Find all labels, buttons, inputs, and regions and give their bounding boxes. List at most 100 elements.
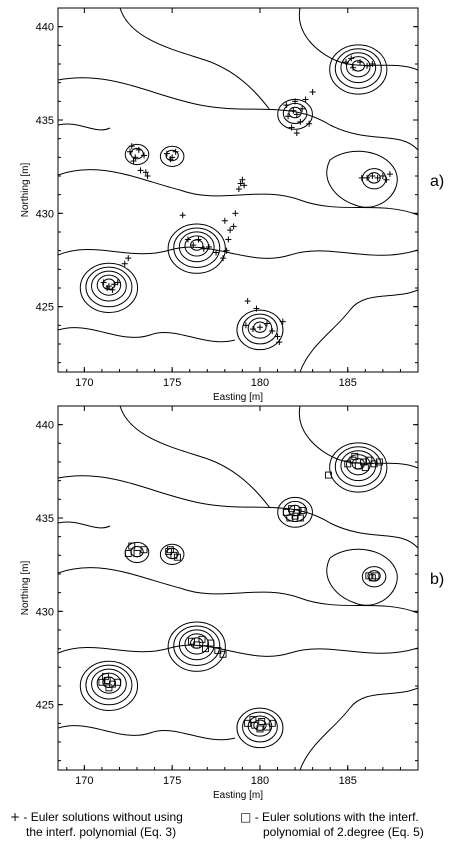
euler-plus-point <box>128 143 135 150</box>
y-tick-label: 425 <box>36 700 54 712</box>
euler-plus-point <box>299 105 306 112</box>
euler-square-point <box>298 507 306 514</box>
euler-plus-point <box>306 120 313 127</box>
euler-plus-point <box>269 327 276 334</box>
euler-square-point <box>188 637 195 645</box>
legend-text-square-line1: - Euler solutions with the interf. <box>254 810 419 824</box>
euler-plus-point <box>127 148 133 155</box>
euler-plus-point <box>379 173 386 179</box>
euler-square-point <box>140 546 148 554</box>
euler-square-point <box>368 574 376 582</box>
euler-plus-point <box>302 96 309 103</box>
euler-plus-point <box>172 148 179 155</box>
euler-plus-point <box>239 176 246 183</box>
euler-square-point <box>361 464 369 472</box>
euler-square-point <box>365 456 373 464</box>
euler-square-point <box>166 546 174 554</box>
euler-square-point <box>375 458 383 466</box>
euler-square-point <box>354 462 362 470</box>
euler-plus-point <box>227 227 234 234</box>
euler-square-point <box>108 680 116 688</box>
euler-plus-point <box>292 98 299 105</box>
y-axis-label-b: Northing [m] <box>20 561 31 616</box>
euler-square-point <box>165 548 173 556</box>
euler-plus-point <box>288 124 295 131</box>
euler-plus-point <box>283 102 290 109</box>
euler-plus-point <box>100 279 107 286</box>
euler-plus-point <box>167 156 174 163</box>
euler-square-point <box>103 676 111 684</box>
euler-plus-point <box>137 167 144 174</box>
euler-plus-point <box>241 182 248 189</box>
euler-square-point <box>105 684 113 692</box>
euler-plus-point <box>386 171 393 178</box>
euler-square-point <box>370 460 378 468</box>
euler-plus-point <box>256 324 263 331</box>
legend-text-square-line2: polynomial of 2.degree (Eq. 5) <box>263 825 424 839</box>
x-tick-label: 170 <box>75 775 93 787</box>
plus-marker-icon: + <box>10 810 21 824</box>
euler-square-point <box>98 678 106 686</box>
euler-plus-point <box>369 61 376 67</box>
legend-text-plus-line2: the interf. polynomial (Eq. 3) <box>26 825 177 839</box>
euler-plus-point <box>125 255 132 262</box>
euler-solutions-b <box>98 452 383 733</box>
contour-lines-a <box>58 8 418 372</box>
x-tick-label: 185 <box>339 377 357 389</box>
euler-square-point <box>288 505 296 513</box>
euler-plus-point <box>274 333 281 340</box>
euler-square-point <box>324 471 332 479</box>
euler-plus-point <box>104 285 111 291</box>
y-tick-label: 430 <box>36 208 54 220</box>
euler-square-point <box>202 645 209 653</box>
euler-plus-point <box>293 111 300 118</box>
euler-plus-point <box>221 217 228 224</box>
euler-plus-point <box>213 249 220 256</box>
euler-plus-point <box>220 255 227 262</box>
euler-square-point <box>263 723 271 731</box>
euler-plus-point <box>114 279 121 286</box>
euler-plus-point <box>144 173 151 179</box>
euler-plus-point <box>184 236 191 243</box>
x-tick-label: 175 <box>163 377 181 389</box>
euler-square-point <box>256 725 264 733</box>
x-tick-label: 185 <box>339 775 357 787</box>
euler-square-point <box>258 718 266 725</box>
euler-plus-point <box>223 247 230 254</box>
euler-square-point <box>114 678 122 686</box>
x-tick-label: 180 <box>251 377 269 389</box>
euler-plus-point <box>350 64 357 71</box>
euler-square-point <box>293 508 301 516</box>
euler-plus-point <box>279 318 286 325</box>
euler-plus-point <box>132 154 139 161</box>
x-tick-label: 175 <box>163 775 181 787</box>
euler-plus-point <box>163 150 170 157</box>
euler-plus-point <box>111 281 118 288</box>
x-axis-label-a: Easting [m] <box>213 392 263 403</box>
panel-label-a: a) <box>430 173 444 190</box>
euler-square-point <box>244 719 252 727</box>
y-tick-label: 440 <box>36 22 54 34</box>
euler-plus-point <box>253 305 260 312</box>
euler-square-point <box>124 550 132 557</box>
euler-square-point <box>170 551 178 559</box>
euler-plus-point <box>200 245 207 252</box>
euler-plus-point <box>190 242 197 249</box>
euler-square-point <box>282 508 290 516</box>
euler-plus-point <box>109 286 116 293</box>
euler-plus-point <box>195 236 202 243</box>
euler-plus-point <box>364 62 371 69</box>
x-tick-label: 170 <box>75 377 93 389</box>
euler-square-point <box>372 572 380 580</box>
y-tick-label: 440 <box>36 420 54 432</box>
euler-square-point <box>249 716 257 724</box>
euler-square-point <box>214 647 222 654</box>
euler-plus-point <box>364 174 371 181</box>
euler-square-point <box>286 514 294 522</box>
euler-plus-point <box>276 339 283 346</box>
euler-plus-point <box>357 59 364 66</box>
y-tick-label: 435 <box>36 115 54 127</box>
euler-square-point <box>128 542 136 550</box>
euler-square-point <box>207 639 215 647</box>
euler-plus-point <box>369 173 376 179</box>
